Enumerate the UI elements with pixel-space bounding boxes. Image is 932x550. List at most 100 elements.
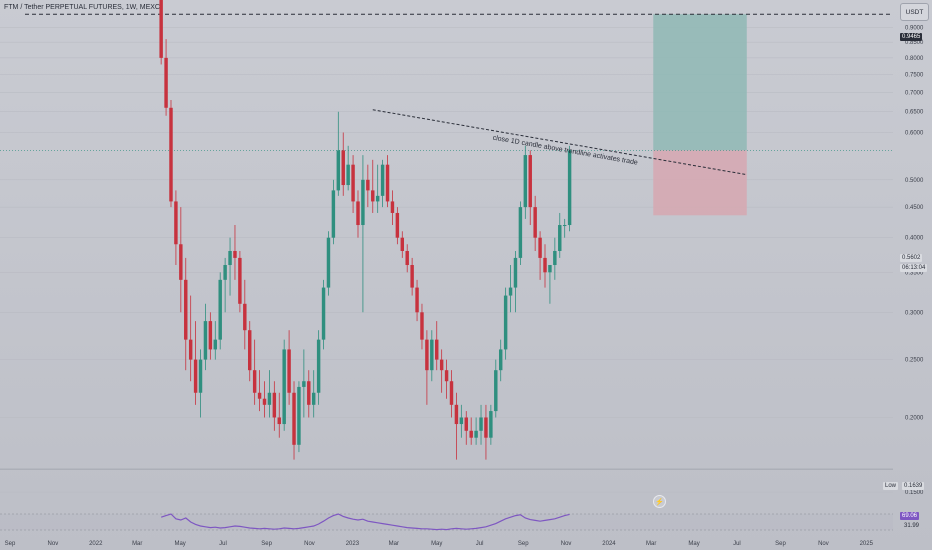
price-chart-area[interactable]: close 1D candle above trendline activate… (0, 0, 893, 510)
time-tick-label: 2022 (89, 541, 103, 547)
candle-body (558, 225, 562, 251)
price-tick-label: 0.4500 (905, 205, 924, 211)
candle-body (198, 359, 203, 393)
candle (287, 330, 291, 405)
candle-body (164, 57, 168, 108)
candle (400, 231, 405, 258)
time-axis[interactable]: Sep Nov 2022 Mar May Jul Sep Nov 2023 Mar May Jul Se… (0, 535, 893, 550)
candle-body (297, 386, 301, 445)
candle (528, 150, 532, 226)
candle-body (307, 381, 311, 405)
candle (405, 244, 409, 273)
candle-body (459, 417, 464, 425)
candle (553, 237, 557, 280)
price-tick-label: 0.3000 (905, 310, 924, 316)
candle (533, 195, 537, 251)
candle (371, 159, 375, 213)
lightning-icon[interactable]: ⚡ (653, 495, 666, 508)
candle (459, 404, 464, 438)
candle-body (380, 164, 385, 196)
time-tick-label: May (174, 541, 185, 547)
candle (174, 190, 178, 266)
candle-body (159, 0, 163, 58)
low-label: Low (883, 482, 899, 490)
candle (385, 155, 390, 208)
candle (420, 303, 424, 350)
candle (366, 164, 370, 208)
candle (375, 164, 380, 213)
candle (449, 370, 454, 418)
time-tick-label: Mar (646, 541, 656, 547)
candle-body (341, 150, 345, 186)
time-tick-label: Jul (476, 541, 484, 547)
candle (464, 411, 468, 445)
candle-body (292, 392, 296, 445)
candle-body (479, 417, 483, 431)
price-axis[interactable]: 0.9000 0.8500 0.8000 0.7500 0.7000 0.6500 0.60… (893, 0, 932, 535)
candle-body (302, 381, 306, 387)
candle-body (371, 190, 375, 202)
low-value-tag: 0.1639 (902, 482, 925, 490)
candle-body (277, 417, 281, 425)
candle (395, 207, 400, 245)
time-tick-label: Sep (775, 541, 786, 547)
candle-body (252, 370, 257, 393)
time-tick-label: Sep (261, 541, 272, 547)
price-tick-label: 0.5000 (905, 178, 924, 184)
loss-zone[interactable] (653, 150, 747, 216)
candle (292, 381, 296, 460)
candle (311, 370, 316, 418)
time-tick-label: Jul (733, 541, 741, 547)
candle-body (169, 107, 173, 202)
trendline[interactable] (372, 109, 747, 176)
candle (341, 132, 345, 196)
candle (169, 100, 173, 208)
profit-zone[interactable] (653, 14, 747, 151)
candle-body (449, 381, 454, 405)
price-tick-label: 0.9000 (905, 25, 924, 31)
candle (454, 392, 459, 460)
time-tick-label: 2023 (346, 541, 360, 547)
candle-body (218, 279, 222, 340)
candle (218, 272, 222, 350)
currency-button[interactable]: USDT (900, 3, 929, 21)
candle (164, 39, 168, 116)
rsi-pane[interactable] (0, 511, 893, 533)
candle-body (503, 295, 508, 350)
candle (302, 349, 306, 418)
candle (430, 330, 434, 382)
candle (489, 404, 493, 445)
candle-body (489, 411, 493, 438)
time-tick-label: Mar (132, 541, 142, 547)
candle (351, 155, 355, 213)
trendline-annotation[interactable]: close 1D candle above trendline activate… (492, 135, 638, 167)
candle (252, 339, 257, 405)
candle-body (430, 339, 434, 371)
candle (346, 145, 350, 191)
candle (243, 279, 247, 350)
candle-body (366, 179, 370, 191)
candle (203, 303, 208, 371)
countdown-tag: 06:13:04 (900, 264, 928, 272)
price-tick-label: 0.1500 (905, 490, 924, 496)
candle (277, 392, 281, 438)
candle-body (356, 201, 360, 226)
candle-body (385, 164, 390, 202)
candle-body (439, 359, 444, 371)
candle-body (174, 201, 178, 245)
candles (159, 0, 572, 460)
time-tick-label: Sep (518, 541, 529, 547)
price-tick-label: 0.2500 (905, 358, 924, 364)
time-tick-label: Nov (304, 541, 315, 547)
candle-body (257, 392, 262, 399)
candle-body (410, 265, 414, 288)
candle-body (223, 265, 227, 280)
candle-body (533, 207, 537, 238)
time-tick-label: May (431, 541, 442, 547)
candle-body (474, 430, 478, 438)
rsi-line (161, 513, 570, 531)
candle (503, 287, 508, 360)
candle (179, 207, 183, 313)
candle-body (287, 349, 291, 393)
candle (223, 257, 227, 313)
